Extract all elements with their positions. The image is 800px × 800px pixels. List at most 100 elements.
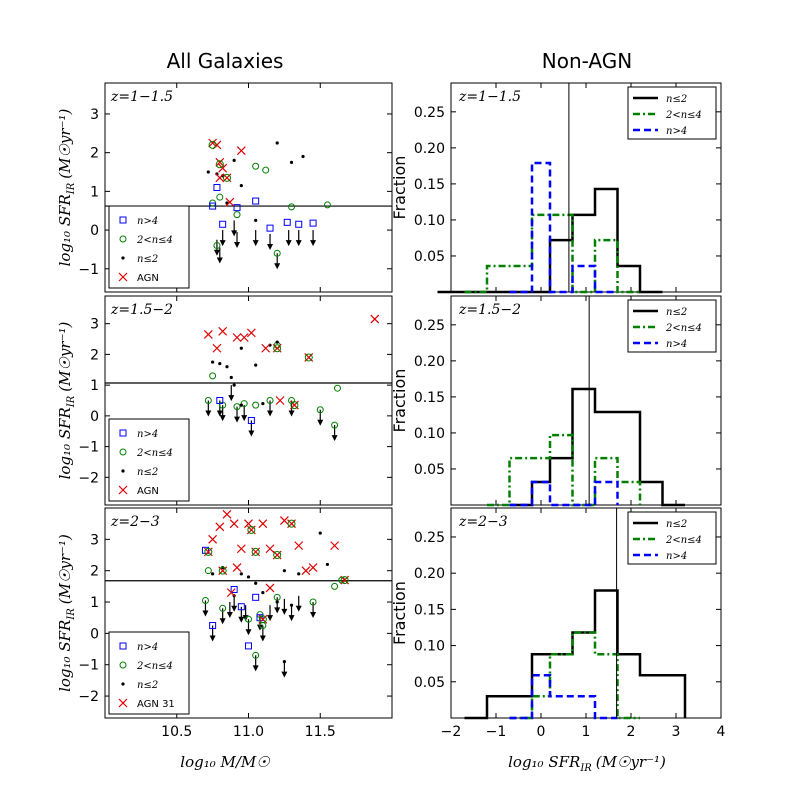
right-panel-0: 0.05 0.10 0.15 0.20 0.25 z=1−1.5 n≤2 2<n≤4 n>4 Fr… (390, 82, 722, 294)
left-panel-1-legend-label: AGN (137, 486, 159, 497)
left-panel-0-ytick-label: 0 (90, 223, 99, 239)
right-panel-1-ytick-label: 0.15 (414, 390, 445, 406)
left-panel-2-point-agn (265, 544, 275, 554)
left-panel-1-point-agn (212, 343, 222, 353)
left-panel-1-upper-limit-arrowhead (267, 410, 274, 417)
left-panel-2-point-n-2-to-4 (245, 615, 252, 623)
left-panel-1-upper-limit-arrowhead (216, 410, 223, 417)
left-panel-1-point-agn (275, 396, 285, 405)
left-panel-0-point-n-gt-4 (213, 184, 221, 191)
left-panel-1-point-n-le-2 (261, 401, 265, 406)
left-panel-0-redshift-label: z=1−1.5 (110, 89, 173, 105)
right-panel-0-hist-dashed (509, 161, 618, 294)
right-panel-0-legend-label: 2<n≤4 (665, 110, 702, 121)
left-panel-1-point-agn (218, 326, 228, 336)
right-panel-1-legend-label: n≤2 (666, 307, 687, 318)
left-panel-0-legend-point-agn (118, 272, 128, 282)
left-panel-2-point-n-le-2 (239, 572, 243, 576)
left-panel-0-point-agn (215, 173, 225, 183)
left-panel-0-upper-limit-arrowhead (310, 240, 317, 247)
left-panel-2-point-agn (208, 534, 218, 544)
left-panel-0-point-n-le-2 (239, 183, 243, 188)
right-panel-0-legend-label: n≤2 (666, 94, 687, 105)
left-panel-2-point-agn (294, 541, 304, 551)
right-panel-2-hist-dashed (509, 674, 618, 720)
left-panel-1-point-n-le-2 (218, 362, 222, 366)
right-panel-1-ytick-label: 0.20 (414, 354, 445, 370)
left-panel-2-point-n-le-2 (318, 531, 322, 535)
left-panel-0-upper-limit-arrowhead (213, 249, 220, 256)
left-panel-2-ytick-label: 3 (90, 532, 99, 548)
left-panel-2-upper-limit-arrowhead (202, 610, 209, 617)
left-panel-2-legend-point-n-2-to-4 (119, 661, 127, 669)
left-panel-0-ytick-label: −1 (78, 262, 99, 278)
left-panel-0-ytick-label: 2 (90, 146, 99, 162)
left-panel-1-point-n-le-2 (239, 403, 243, 407)
right-panel-0-legend-label: n>4 (666, 126, 687, 137)
left-panel-2-legend-label: n≤2 (137, 680, 158, 691)
left-panel-0-legend (108, 205, 190, 289)
left-panel-1-legend-label: 2<n≤4 (136, 448, 173, 459)
left-panel-0-point-agn (218, 163, 228, 173)
left-panel-0-upper-limit-arrowhead (252, 240, 259, 247)
left-panel-2-legend-point-n-le-2 (121, 682, 125, 686)
left-panel-2-upper-limit-arrowhead (274, 607, 281, 614)
right-panel-1-redshift-label: z=1.5−2 (458, 302, 521, 318)
left-panel-2-point-agn (229, 519, 239, 529)
left-panel-1-point-agn (232, 333, 242, 342)
left-panel-0-upper-limit-arrowhead (285, 240, 292, 247)
left-panel-0-point-n-gt-4 (252, 197, 260, 205)
left-panel-2-point-agn-circled (247, 525, 256, 534)
left-panel-0-upper-limit-arrowhead (231, 230, 238, 237)
left-panel-2-point-n-2-to-4 (201, 596, 209, 604)
left-panel-2-point-n-le-2 (261, 591, 265, 595)
left-panel-1-point-n-le-2 (229, 375, 233, 380)
right-column-title: Non-AGN (542, 49, 632, 73)
right-panel-1-hist-solid (509, 387, 685, 507)
right-panel-1-ytick-label: 0.05 (414, 462, 445, 478)
right-panel-0-ytick-label: 0.25 (414, 105, 445, 121)
left-panel-1-point-n-2-to-4 (252, 401, 260, 409)
right-panel-2-ytick-label: 0.20 (414, 566, 445, 582)
left-panel-2-point-agn (232, 563, 242, 572)
left-panel-1-point-agn-circled (273, 344, 282, 353)
left-panel-2-y-axis-label: log₁₀ SFRIR (M☉yr⁻¹) (56, 534, 77, 692)
left-panel-2-point-n-2-to-4 (331, 582, 339, 590)
left-panel-2-upper-limit-arrowhead (267, 615, 274, 622)
left-panel-2-ytick-label: 1 (90, 595, 99, 611)
left-panel-1-legend (108, 418, 190, 502)
right-panel-0-ytick-label: 0.20 (414, 141, 445, 157)
right-panel-2-legend-label: n≤2 (666, 519, 687, 530)
left-panel-2-point-agn (330, 541, 340, 551)
left-panel-1-point-n-le-2 (232, 383, 236, 387)
left-panel-2-ytick-label: −1 (78, 658, 99, 674)
left-panel-1-y-axis-label-main: log₁₀ SFR (56, 407, 74, 479)
right-x-axis-label: log₁₀ SFRIR (M☉yr⁻¹) (508, 753, 666, 774)
left-panel-1-legend-point-agn (118, 485, 128, 495)
left-panel-0-point-n-2-to-4 (213, 242, 221, 250)
left-panel-2-point-agn (236, 544, 246, 554)
left-panel-2-y-axis-label-units: (M☉yr⁻¹) (56, 534, 74, 604)
left-panel-2-upper-limit-arrowhead (256, 624, 263, 631)
left-panel-1-ytick-label: 3 (90, 317, 99, 333)
left-panel-1-point-n-2-to-4 (266, 397, 274, 404)
left-panel-2-point-n-le-2 (282, 659, 286, 664)
left-panel-2-point-agn (279, 516, 289, 525)
left-panel-1-point-agn (246, 328, 256, 338)
left-panel-0-point-n-le-2 (275, 141, 279, 145)
left-panel-1-point-n-gt-4 (216, 397, 224, 404)
left-panel-2-point-agn (301, 566, 311, 576)
left-panel-2-point-agn (215, 522, 225, 532)
left-panel-2-point-agn-circled (218, 566, 227, 575)
left-panel-0-legend-label: n≤2 (137, 254, 158, 265)
left-panel-0-legend-label: 2<n≤4 (136, 235, 173, 246)
left-panel-0-point-n-2-to-4 (323, 201, 331, 209)
left-panel-1-ytick-label: 2 (90, 347, 99, 363)
left-panel-1-legend-point-n-gt-4 (119, 429, 127, 437)
left-panel-0-point-agn (208, 138, 218, 148)
right-panel-2: 0.05 0.10 0.15 0.20 0.25 −2 −1 0 1 2 3 4 z=2−3 n≤2 2<n… (390, 507, 726, 740)
left-panel-0-point-n-gt-4 (309, 219, 317, 227)
left-panel-0-point-n-2-to-4 (216, 193, 224, 201)
left-panel-1-y-axis-label-sub: IR (66, 395, 77, 408)
